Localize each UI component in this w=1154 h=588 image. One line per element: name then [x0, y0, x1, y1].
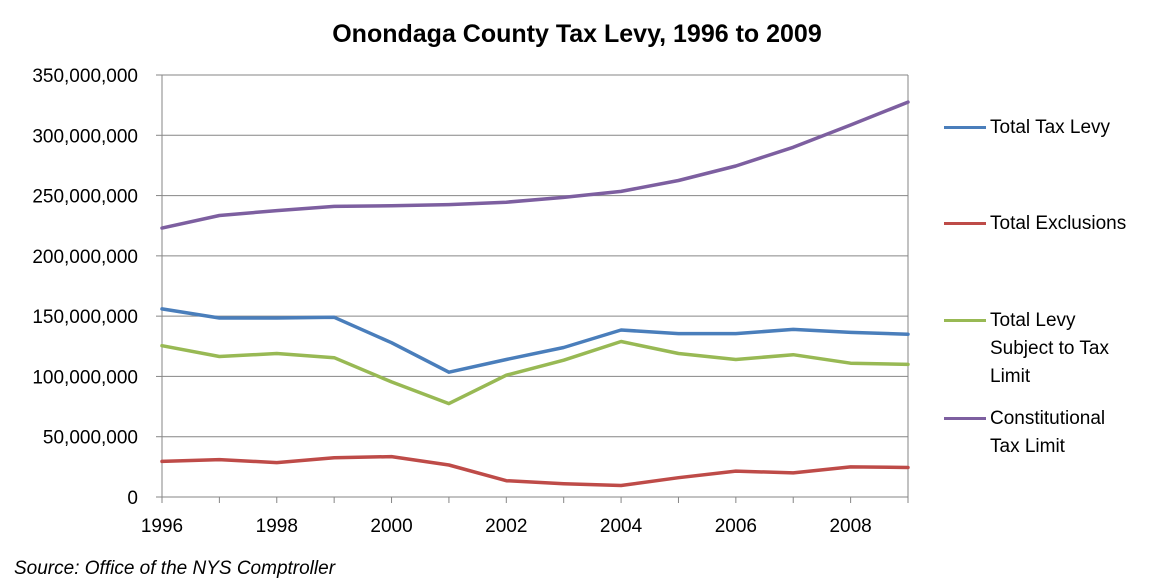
y-tick-label: 350,000,000 [32, 66, 138, 87]
legend-swatch [944, 126, 986, 129]
legend-label-line: Tax Limit [990, 436, 1065, 457]
legend-item-total-exclusions: Total Exclusions [944, 210, 1126, 238]
chart-title: Onondaga County Tax Levy, 1996 to 2009 [332, 20, 822, 48]
legend-label-line: Limit [990, 366, 1031, 387]
series-lines [160, 100, 910, 488]
x-tick-label: 2000 [370, 516, 412, 537]
legend-label: Constitutional Tax Limit [990, 405, 1105, 461]
series-line-constitutional-tax-limit [160, 100, 910, 230]
y-tick-label: 300,000,000 [32, 126, 138, 147]
legend-label-line: Total Tax Levy [990, 117, 1111, 138]
source-note: Source: Office of the NYS Comptroller [14, 558, 336, 579]
gridlines [162, 74, 908, 498]
legend-label-line: Subject to Tax [990, 338, 1110, 359]
y-tick-label: 200,000,000 [32, 247, 138, 268]
legend-swatch [944, 319, 986, 322]
legend-item-total-tax-levy: Total Tax Levy [944, 114, 1110, 142]
legend-label-line: Total Levy [990, 310, 1076, 331]
y-tick-label: 0 [127, 488, 138, 509]
legend-label: Total Tax Levy [990, 114, 1110, 142]
series-line-total-exclusions [160, 454, 910, 488]
x-tick-label: 2006 [715, 516, 757, 537]
x-tick-label: 2004 [600, 516, 643, 537]
y-tick-label: 100,000,000 [32, 367, 138, 388]
x-tick-label: 1998 [256, 516, 298, 537]
legend-swatch [944, 222, 986, 225]
legend-item-total-levy-subject: Total Levy Subject to Tax Limit [944, 307, 1109, 391]
x-tick-label: 2002 [485, 516, 527, 537]
y-tick-label: 50,000,000 [43, 428, 138, 449]
legend-item-constitutional-tax-limit: Constitutional Tax Limit [944, 405, 1105, 461]
legend-label: Total Exclusions [990, 210, 1126, 238]
series-line-total-levy-subject-to-tax-limit [160, 339, 910, 406]
y-tick-label: 150,000,000 [32, 307, 138, 328]
x-tick-label: 2008 [829, 516, 871, 537]
series-line-total-tax-levy [160, 307, 910, 374]
y-tick-label: 250,000,000 [32, 187, 138, 208]
legend-swatch [944, 417, 986, 420]
legend-label-line: Total Exclusions [990, 213, 1127, 234]
x-tick-label: 1996 [141, 516, 183, 537]
axes: 0 50,000,000 100,000,000 150,000,000 200,000… [32, 66, 909, 537]
legend-label: Total Levy Subject to Tax Limit [990, 307, 1109, 391]
legend-label-line: Constitutional [990, 408, 1106, 429]
